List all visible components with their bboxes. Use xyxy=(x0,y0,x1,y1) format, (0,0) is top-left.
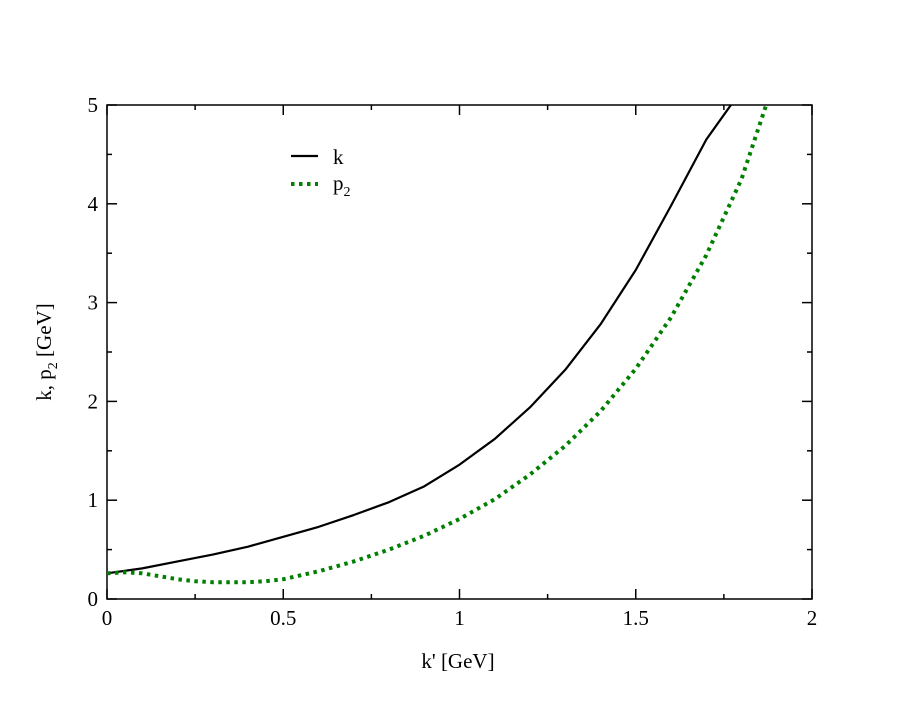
y-axis-label: k, p2 [GeV] xyxy=(32,303,61,400)
x-axis-label: k' [GeV] xyxy=(421,649,494,673)
legend-label-k: k xyxy=(333,145,344,169)
y-tick-label: 5 xyxy=(88,93,99,117)
ticks: 0 0.5 1 1.5 2 0 1 2 3 4 5 xyxy=(88,93,818,630)
legend-label-p2-sub: 2 xyxy=(344,185,351,200)
series-line-p2 xyxy=(107,105,769,585)
y-axis-label-tail: [GeV] xyxy=(32,303,56,362)
series-line-k xyxy=(107,105,732,575)
y-axis-label-main: k, p xyxy=(32,369,56,401)
legend-label-p2-main: p xyxy=(333,171,344,195)
y-axis-label-sub: 2 xyxy=(46,362,61,369)
legend: k p2 xyxy=(291,145,351,200)
x-tick-label: 0 xyxy=(102,606,113,630)
x-tick-label: 1.5 xyxy=(623,606,649,630)
y-tick-label: 3 xyxy=(88,291,99,315)
y-tick-label: 2 xyxy=(88,389,99,413)
y-tick-label: 1 xyxy=(88,488,99,512)
x-tick-label: 1 xyxy=(454,606,465,630)
y-tick-label: 4 xyxy=(88,192,99,216)
series-layer xyxy=(107,105,769,585)
legend-label-p2: p2 xyxy=(333,171,351,200)
x-tick-label: 0.5 xyxy=(270,606,296,630)
plot-frame xyxy=(106,104,813,600)
plot-area xyxy=(106,104,813,600)
y-tick-label: 0 xyxy=(88,587,99,611)
x-tick-label: 2 xyxy=(807,606,818,630)
